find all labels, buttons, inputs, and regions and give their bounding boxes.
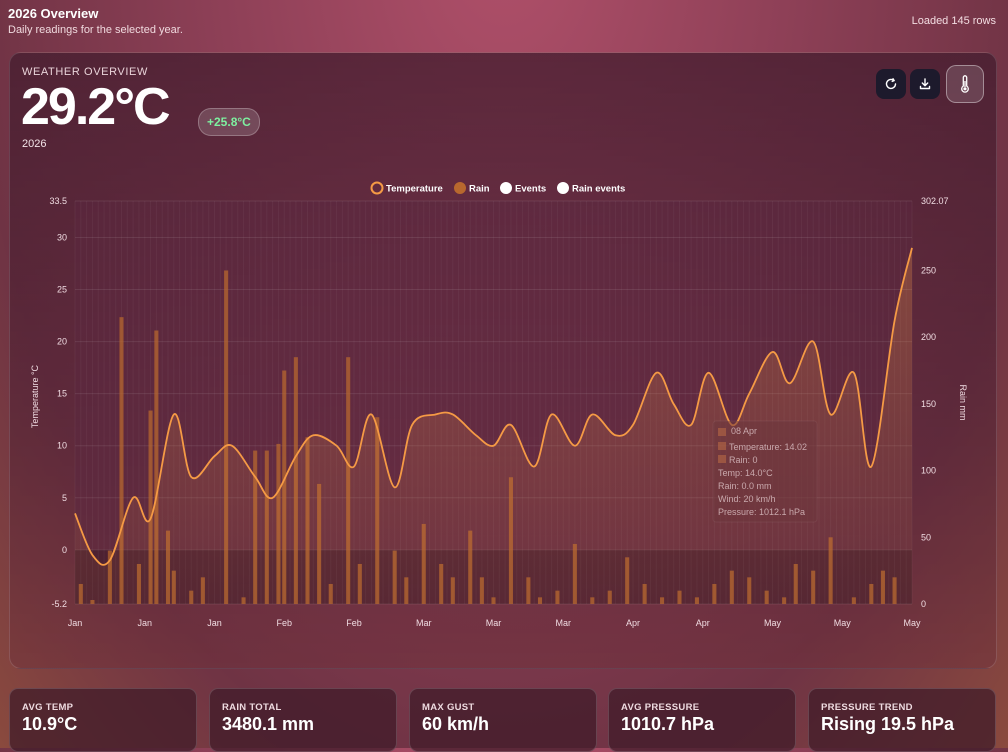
stat-card-rain-total: RAIN TOTAL 3480.1 mm: [209, 688, 397, 752]
y-right-tick-label: 100: [921, 466, 936, 476]
year-label: 2026: [22, 138, 47, 150]
stat-value: Rising 19.5 hPa: [821, 714, 955, 734]
y-left-tick-label: 5: [62, 493, 67, 503]
temperature-line: [74, 247, 913, 566]
theme-toggle-button[interactable]: [946, 65, 984, 103]
stat-label: PRESSURE TREND: [821, 702, 913, 713]
stat-value: 1010.7 hPa: [621, 714, 715, 734]
tooltip-line: Temperature: 14.02: [729, 442, 807, 452]
refresh-button[interactable]: [876, 69, 906, 99]
rain-bar: [224, 270, 229, 604]
y-right-tick-label: 150: [921, 399, 936, 409]
tooltip-line: Temp: 14.0°C: [718, 468, 773, 478]
legend-marker: [500, 182, 512, 194]
tooltip-line: Wind: 20 km/h: [718, 494, 776, 504]
legend-label: Events: [515, 184, 546, 195]
refresh-icon: [885, 78, 897, 90]
top-bar: 2026 Overview Daily readings for the sel…: [0, 0, 1008, 44]
page-title: 2026 Overview: [8, 6, 99, 21]
stat-card-pressure-trend: PRESSURE TREND Rising 19.5 hPa: [808, 688, 996, 752]
rows-loaded-status: Loaded 145 rows: [911, 15, 996, 27]
legend-marker: [454, 182, 466, 194]
y-left-tick-label: 30: [57, 232, 67, 242]
stat-value: 3480.1 mm: [222, 714, 315, 734]
stat-value: 10.9°C: [22, 714, 78, 734]
tooltip-date: 08 Apr: [731, 426, 757, 436]
y-left-tick-label: 20: [57, 337, 67, 347]
tooltip-swatch: [718, 428, 726, 436]
x-tick-label: May: [834, 618, 852, 628]
x-tick-label: Jan: [137, 618, 152, 628]
current-temperature: 29.2°C: [21, 78, 171, 136]
x-tick-label: Apr: [626, 618, 640, 628]
page-subtitle: Daily readings for the selected year.: [8, 24, 183, 36]
tooltip-line: Rain: 0.0 mm: [718, 481, 772, 491]
stat-card-avg-pressure: AVG PRESSURE 1010.7 hPa: [608, 688, 796, 752]
rain-bar: [148, 410, 153, 604]
temperature-area: [75, 247, 912, 604]
download-button[interactable]: [910, 69, 940, 99]
x-tick-label: Jan: [207, 618, 222, 628]
y-right-tick-label: 302.07: [921, 196, 949, 206]
rain-bar: [154, 330, 159, 604]
x-tick-label: Feb: [346, 618, 362, 628]
thermometer-icon: [961, 75, 969, 93]
tooltip-swatch: [718, 455, 726, 463]
x-tick-label: Mar: [416, 618, 432, 628]
y-right-tick-label: 200: [921, 332, 936, 342]
y-left-tick-label: 25: [57, 285, 67, 295]
x-tick-label: Mar: [486, 618, 502, 628]
temperature-delta-badge: +25.8°C: [198, 108, 260, 136]
tooltip-swatch: [718, 442, 726, 450]
y-right-tick-label: 0: [921, 599, 926, 609]
y-left-tick-label: 0: [62, 545, 67, 555]
stat-label: RAIN TOTAL: [222, 702, 282, 713]
x-tick-label: Apr: [696, 618, 710, 628]
stat-card-max-gust: MAX GUST 60 km/h: [409, 688, 597, 752]
y-left-tick-label: 10: [57, 441, 67, 451]
tooltip-line: Pressure: 1012.1 hPa: [718, 507, 805, 517]
y-right-axis-title: Rain mm: [958, 384, 968, 420]
stat-label: MAX GUST: [422, 702, 475, 713]
legend-label: Rain: [469, 184, 490, 195]
legend-marker: [557, 182, 569, 194]
x-tick-label: Mar: [556, 618, 572, 628]
y-left-tick-label: -5.2: [51, 599, 67, 609]
stat-value: 60 km/h: [422, 714, 490, 734]
download-icon: [919, 78, 931, 90]
stat-label: AVG TEMP: [22, 702, 74, 713]
legend-label: Rain events: [572, 184, 625, 195]
y-left-tick-label: 15: [57, 389, 67, 399]
stat-label: AVG PRESSURE: [621, 702, 700, 713]
card-label: WEATHER OVERVIEW: [22, 66, 148, 78]
tooltip-box: [712, 420, 818, 523]
legend-marker: [370, 181, 384, 195]
legend-label: Temperature: [386, 184, 443, 195]
x-tick-label: Feb: [276, 618, 292, 628]
y-left-axis-title: Temperature °C: [30, 364, 40, 428]
x-tick-label: Jan: [68, 618, 83, 628]
rain-bar: [119, 317, 124, 604]
x-tick-label: May: [903, 618, 921, 628]
y-right-tick-label: 250: [921, 265, 936, 275]
x-tick-label: May: [764, 618, 782, 628]
y-right-tick-label: 50: [921, 532, 931, 542]
tooltip-line: Rain: 0: [729, 455, 758, 465]
stat-card-avg-temp: AVG TEMP 10.9°C: [9, 688, 197, 752]
y-left-tick-label: 33.5: [49, 196, 67, 206]
